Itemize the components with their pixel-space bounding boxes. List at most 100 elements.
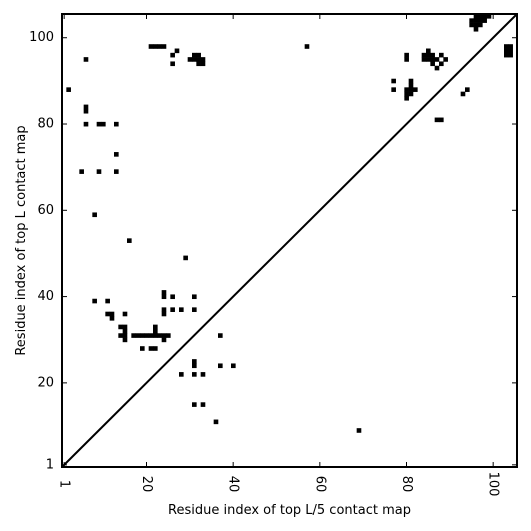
contact-cell-top-l: [426, 57, 431, 62]
contact-cell-top-l: [478, 18, 483, 23]
contact-cell-top-l: [421, 57, 427, 62]
x-axis-ticks: 1 20 40 60 80 100: [57, 14, 501, 496]
contact-cell-top-l: [114, 152, 119, 157]
contact-cell-top-l: [161, 311, 167, 317]
contact-cell-top-l: [404, 95, 409, 101]
contact-cell-top-l: [114, 169, 119, 174]
contact-cell-top-l: [439, 117, 444, 123]
contact-cell-top-l: [304, 44, 310, 49]
contact-cell-top-l: [140, 333, 145, 338]
contact-cell-top-l: [192, 307, 197, 312]
contact-cell-top-l: [408, 87, 414, 92]
contact-cell-top-l: [504, 52, 509, 58]
contact-cell-top-l: [170, 61, 175, 67]
contact-cell-top-l: [170, 52, 175, 58]
contact-cell-top-l: [83, 104, 89, 110]
contact-cell-top-l: [96, 121, 102, 127]
x-tick-label: 100: [486, 472, 501, 497]
contact-cell-top-l: [192, 359, 197, 364]
contact-cell-top-l: [192, 402, 197, 407]
contact-cell-top-l: [161, 307, 167, 312]
contact-cell-top-l: [79, 169, 84, 174]
contact-cell-top-l: [439, 52, 444, 58]
contact-cell-top-l: [413, 87, 418, 92]
contact-cell-top-l: [96, 169, 102, 174]
contact-cell-top-l: [218, 363, 223, 369]
contact-cell-top-l: [161, 337, 167, 343]
x-tick-label: 80: [399, 476, 414, 493]
contact-cell-top-l: [404, 91, 409, 97]
contact-cell-top-l: [196, 57, 201, 62]
y-tick-label: 1: [46, 457, 54, 472]
contact-cell-top-l: [504, 44, 509, 49]
contact-cell-top-l: [166, 333, 171, 338]
contact-cell-top-l: [122, 333, 128, 338]
contact-cell-top-l: [426, 48, 431, 54]
contact-cell-top-l: [200, 402, 206, 407]
contact-cell-top-l: [153, 328, 158, 334]
contact-cell-top-l: [109, 316, 115, 321]
contact-cell-top-l: [478, 22, 483, 28]
contact-cell-top-l: [153, 333, 158, 338]
contact-cell-top-l: [183, 255, 188, 261]
contact-cell-top-l: [187, 57, 193, 62]
contact-cell-top-l: [200, 57, 206, 62]
contact-cell-top-l: [408, 91, 414, 97]
y-axis-label: Residue index of top L contact map: [14, 125, 29, 355]
contact-cell-top-l: [153, 324, 158, 330]
contact-cell-top-l: [170, 307, 175, 312]
contact-cell-top-l: [83, 121, 89, 127]
contact-cell-top-l: [148, 44, 154, 49]
contact-cell-top-l: [430, 57, 435, 62]
contact-cell-top-l: [118, 324, 123, 330]
contact-cell-top-l: [161, 333, 167, 338]
contact-cell-top-l: [391, 78, 396, 84]
contact-cell-top-l: [218, 333, 223, 338]
contact-cell-top-l: [508, 48, 513, 54]
contact-cell-top-l: [105, 298, 110, 304]
contact-cell-top-l: [426, 52, 431, 58]
contact-cell-top-l: [434, 57, 440, 62]
contact-cell-top-l: [469, 18, 474, 23]
contact-cell-top-l: [174, 48, 180, 54]
contact-cell-top-l: [473, 26, 479, 32]
y-tick-label: 60: [37, 203, 54, 218]
contact-cell-top-l: [439, 61, 444, 67]
contact-cell-top-l: [192, 52, 197, 58]
contact-cell-top-l: [434, 117, 440, 123]
contact-cell-top-l: [144, 333, 149, 338]
contact-cell-top-l: [486, 14, 492, 19]
contact-cell-top-l: [153, 346, 158, 351]
contact-cell-top-l: [478, 14, 483, 19]
contact-cell-top-l: [196, 61, 201, 67]
contact-cell-top-l: [179, 372, 184, 377]
contact-cell-top-l: [148, 333, 154, 338]
contact-cell-top-l: [200, 61, 206, 67]
contact-cell-top-l: [109, 311, 115, 317]
contact-cell-top-l: [482, 18, 487, 23]
contact-cell-top-l: [92, 298, 97, 304]
contact-cell-top-l: [122, 324, 128, 330]
contact-cell-top-l: [161, 294, 167, 300]
x-tick-label: 60: [312, 476, 327, 493]
contact-cell-top-l: [66, 87, 71, 92]
contact-cell-top-l: [430, 61, 435, 67]
contact-cell-top-l: [430, 52, 435, 58]
contact-cell-top-l: [460, 91, 466, 97]
contact-cell-top-l: [105, 311, 110, 317]
contact-cell-top-l: [170, 294, 175, 300]
contact-cell-top-l: [421, 52, 427, 58]
contact-cell-top-l: [179, 307, 184, 312]
contact-cell-top-l: [408, 78, 414, 84]
contact-cell-top-l: [131, 333, 136, 338]
contact-cell-top-l: [135, 333, 141, 338]
contact-cell-top-l: [122, 328, 128, 334]
contact-cell-top-l: [161, 290, 167, 295]
contact-cell-top-l: [231, 363, 236, 369]
contact-cell-top-l: [508, 44, 513, 49]
contact-cell-top-l: [469, 22, 474, 28]
contact-cell-top-l: [118, 333, 123, 338]
contact-cell-top-l: [101, 121, 106, 127]
x-tick-label: 1: [57, 480, 72, 488]
